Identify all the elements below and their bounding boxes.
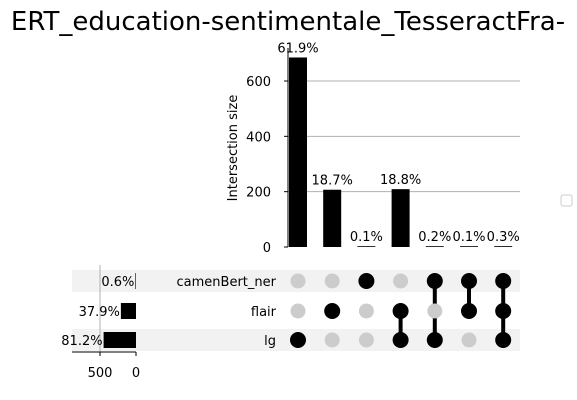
intersection-bar: [494, 246, 513, 247]
y-tick-label: 200: [246, 186, 271, 201]
set-name-label: flair: [251, 305, 277, 320]
set-size-label: 0.6%: [101, 275, 134, 290]
set-name-label: camenBert_ner: [177, 275, 277, 290]
matrix-dot-active: [392, 303, 409, 319]
set-size-bar: [135, 273, 136, 289]
intersection-bar: [460, 246, 478, 247]
intersection-bar-label: 18.7%: [312, 174, 353, 189]
y-axis-label: Intersection size: [226, 95, 241, 202]
intersection-bar: [289, 57, 307, 247]
intersection-bar-label: 61.9%: [277, 41, 318, 56]
set-size-tick-label: 0: [132, 366, 140, 381]
intersection-bar-label: 0.1%: [452, 230, 485, 245]
set-size-label: 81.2%: [61, 334, 102, 349]
intersection-bar: [391, 189, 410, 247]
matrix-dot-inactive: [290, 303, 306, 319]
y-tick-label: 400: [246, 130, 271, 145]
y-tick-label: 0: [263, 241, 271, 256]
matrix-dot-active: [426, 332, 443, 348]
matrix-dot-inactive: [358, 303, 374, 319]
intersection-bar: [357, 246, 376, 247]
matrix-dot-active: [495, 332, 512, 348]
intersection-bar-label: 0.2%: [418, 230, 451, 245]
matrix: [290, 273, 512, 348]
intersection-bar-label: 18.8%: [380, 173, 421, 188]
chart-title: ERT_education-sentimentale_TesseractFra-: [11, 7, 565, 37]
intersection-axis: 0 200 400 600: [246, 48, 289, 256]
matrix-dot-inactive: [427, 303, 443, 319]
set-size-bars: 0.6% 37.9% 81.2% 500 0: [61, 265, 140, 381]
matrix-dot-inactive: [324, 332, 340, 348]
matrix-dot-active: [426, 273, 443, 289]
matrix-dot-active: [461, 303, 477, 319]
matrix-dot-active: [358, 273, 375, 289]
matrix-dot-inactive: [393, 273, 409, 289]
matrix-dot-active: [495, 273, 512, 289]
legend-box: [560, 194, 573, 207]
y-tick-label: 600: [246, 75, 271, 90]
matrix-dot-active: [392, 332, 409, 348]
matrix-dot-inactive: [324, 273, 340, 289]
matrix-dot-active: [324, 303, 341, 319]
intersection-bars: 61.9%18.7%0.1%18.8%0.2% 0.1% 0.3%: [277, 41, 520, 247]
set-size-label: 37.9%: [79, 305, 120, 320]
intersection-bar-label: 0.1%: [350, 230, 383, 245]
intersection-bar-label: 0.3%: [487, 230, 520, 245]
matrix-dot-inactive: [290, 273, 306, 289]
intersection-bar: [323, 189, 342, 247]
set-size-bar: [103, 332, 136, 348]
matrix-dot-active: [495, 303, 512, 319]
intersection-bar: [425, 246, 444, 247]
matrix-dot-inactive: [358, 332, 374, 348]
matrix-dot-active: [461, 273, 477, 289]
matrix-dot-active: [290, 332, 306, 348]
set-size-tick-label: 500: [88, 366, 113, 381]
set-name-label: lg: [264, 334, 276, 349]
set-size-bar: [120, 303, 136, 319]
matrix-dot-inactive: [461, 332, 477, 348]
